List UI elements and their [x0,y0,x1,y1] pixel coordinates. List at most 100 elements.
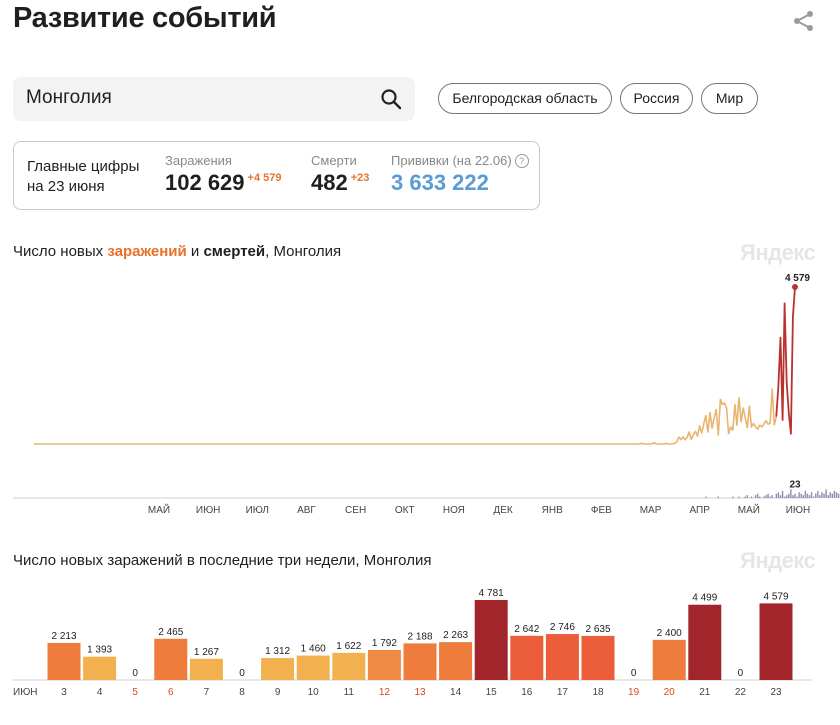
deaths-bar [746,495,749,498]
bar-value-label: 2 635 [585,624,610,635]
deaths-bar [775,493,778,498]
chart1-month-label: ИЮН [786,505,811,516]
chart1-title-highlight: заражений [107,243,187,260]
deaths-bar [788,493,790,498]
chart1-title-pre: Число новых [13,243,108,260]
chart1-month-label: ДЕК [493,505,512,516]
chart1-title: Число новых заражений и смертей, Монголи… [13,243,341,260]
deaths-bar [800,493,802,498]
bar-value-label: 0 [239,668,245,679]
bar [367,650,401,680]
search-box[interactable]: Монголия [13,77,415,121]
deaths-value: 482 [311,170,348,195]
deaths-bar [835,492,838,498]
vaccinations-metric: Прививки (на 22.06)? 3 633 222 [391,153,529,196]
bar [261,658,295,680]
chart1-title-bold: смертей [203,243,266,260]
deaths-bar [808,495,811,498]
region-chip-world[interactable]: Мир [701,83,758,114]
bar [545,634,579,680]
chart1-month-label: СЕН [345,505,366,516]
day-label: 16 [521,687,533,698]
day-label: 7 [204,687,210,698]
deaths-bar [779,495,782,498]
deaths-bar [825,489,827,498]
day-label: 4 [97,687,103,698]
bar [154,638,188,680]
bar [581,635,615,680]
chart1-month-label: МАЙ [148,503,170,516]
cases-peak-label: 4 579 [785,273,810,284]
cases-delta: +4 579 [247,172,282,184]
vaccinations-value: 3 633 222 [391,170,489,195]
deaths-bar [802,495,804,498]
watermark-1: Яндекс [740,240,816,265]
bar [83,656,117,680]
day-label: 5 [132,687,138,698]
region-chip-russia[interactable]: Россия [620,83,693,114]
bar [403,643,437,680]
summary-heading-line2: на 23 июня [27,178,105,195]
region-chip-belgorod[interactable]: Белгородская область [438,83,612,114]
bar [296,655,330,680]
bar [759,603,793,680]
bar [652,639,686,680]
day-label: 3 [61,687,67,698]
deaths-bar [732,496,734,498]
chart1-month-label: ФЕВ [591,505,612,516]
chart1-month-label: ИЮН [196,505,221,516]
watermark-2: Яндекс [740,548,816,573]
bar-value-label: 0 [738,668,744,679]
cases-metric: Заражения 102 629 +4 579 [165,153,281,196]
vaccinations-label: Прививки (на 22.06) [391,153,512,168]
day-label: 13 [414,687,426,698]
chart1-month-label: ИЮЛ [246,505,269,516]
deaths-bar [792,495,794,498]
day-label: 22 [735,687,747,698]
deaths-bar [831,493,834,498]
deaths-bar [806,493,809,498]
bar [47,642,81,680]
deaths-bar [767,493,769,498]
chart1-title-post: , Монголия [265,243,342,260]
deaths-bar [786,495,788,498]
bar-value-label: 2 642 [514,624,539,635]
chart1-month-label: МАЙ [738,503,760,516]
deaths-bar [790,489,792,498]
chart1-title-mid: и [186,243,204,260]
deaths-bar [796,496,798,498]
bar [510,635,544,680]
deaths-bar [783,496,786,498]
cases-line-recent [775,286,796,435]
deaths-bar [833,490,836,498]
summary-card: Главные цифры на 23 июня Заражения 102 6… [13,141,540,210]
day-label: 15 [486,687,498,698]
chart2-month-label: ИЮН [13,687,38,698]
bar [688,604,722,680]
day-label: 18 [592,687,604,698]
share-icon[interactable] [792,10,816,32]
help-icon[interactable]: ? [514,154,529,168]
cases-value: 102 629 [165,170,245,195]
chart1-month-label: НОЯ [443,505,465,516]
bar-value-label: 2 188 [407,631,432,642]
bar-value-label: 2 213 [51,631,76,642]
deaths-bar [827,495,829,498]
bar-value-label: 2 465 [158,627,183,638]
deaths-bar [763,496,765,498]
bar [332,652,366,680]
day-label: 6 [168,687,174,698]
chart1-month-label: АВГ [297,505,316,516]
search-icon[interactable] [379,87,403,111]
page-title: Развитие событий [13,2,277,34]
bar [189,658,223,680]
bar-value-label: 4 781 [479,588,504,599]
deaths-bar [738,496,740,498]
deaths-bar [823,493,825,498]
summary-heading: Главные цифры на 23 июня [27,157,152,197]
deaths-bar [781,490,784,498]
deaths-bar [771,495,773,498]
deaths-bar [821,492,823,498]
deaths-bar [837,493,840,498]
search-input[interactable]: Монголия [26,87,112,108]
